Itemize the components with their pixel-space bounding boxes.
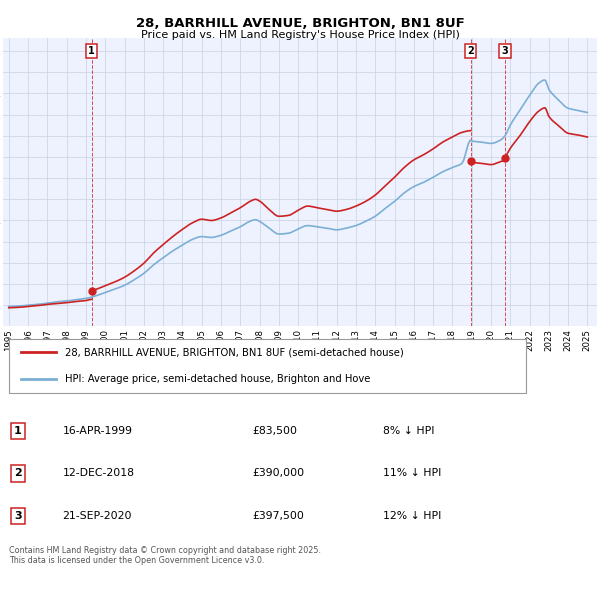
Text: HPI: Average price, semi-detached house, Brighton and Hove: HPI: Average price, semi-detached house,… [65, 375, 371, 385]
Text: Contains HM Land Registry data © Crown copyright and database right 2025.
This d: Contains HM Land Registry data © Crown c… [9, 546, 321, 565]
FancyBboxPatch shape [9, 339, 526, 393]
Text: 1: 1 [88, 46, 95, 56]
Text: £83,500: £83,500 [253, 426, 298, 436]
Text: 3: 3 [14, 511, 22, 520]
Text: 2: 2 [467, 46, 474, 56]
Text: 21-SEP-2020: 21-SEP-2020 [62, 511, 132, 520]
Text: 16-APR-1999: 16-APR-1999 [62, 426, 133, 436]
Text: 11% ↓ HPI: 11% ↓ HPI [383, 468, 442, 478]
Text: 12% ↓ HPI: 12% ↓ HPI [383, 511, 442, 520]
Text: 2: 2 [14, 468, 22, 478]
Text: Price paid vs. HM Land Registry's House Price Index (HPI): Price paid vs. HM Land Registry's House … [140, 30, 460, 40]
Text: £390,000: £390,000 [253, 468, 305, 478]
Text: 3: 3 [502, 46, 508, 56]
Text: £397,500: £397,500 [253, 511, 304, 520]
Text: 1: 1 [14, 426, 22, 436]
Text: 12-DEC-2018: 12-DEC-2018 [62, 468, 134, 478]
Text: 28, BARRHILL AVENUE, BRIGHTON, BN1 8UF (semi-detached house): 28, BARRHILL AVENUE, BRIGHTON, BN1 8UF (… [65, 348, 404, 358]
Text: 8% ↓ HPI: 8% ↓ HPI [383, 426, 434, 436]
Text: 28, BARRHILL AVENUE, BRIGHTON, BN1 8UF: 28, BARRHILL AVENUE, BRIGHTON, BN1 8UF [136, 17, 464, 30]
